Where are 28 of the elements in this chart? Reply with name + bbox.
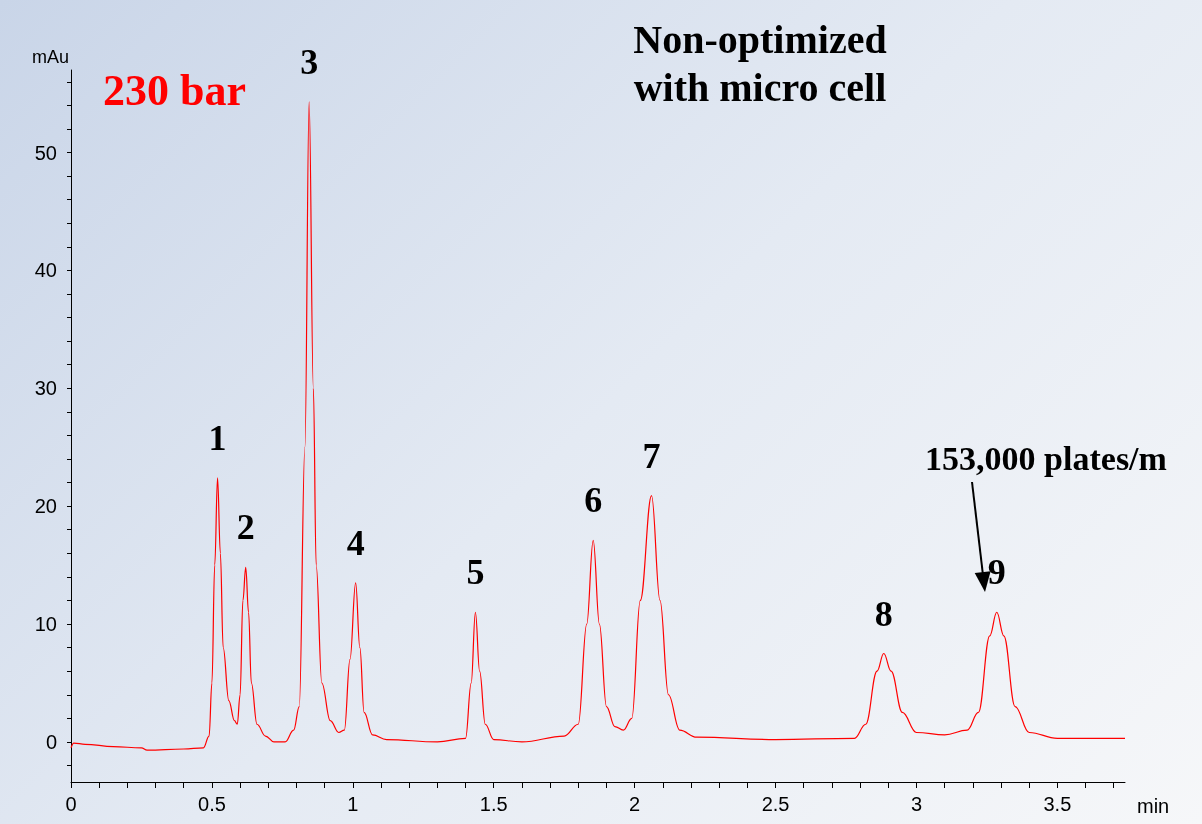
annotation: 3 [300, 41, 319, 82]
annotation: 2 [236, 507, 255, 548]
y-axis-title: mAu [31, 47, 69, 67]
annotation: 4 [346, 522, 365, 563]
chart-title: Non-optimized with micro cell [633, 16, 887, 110]
y-tick-label: 40 [34, 259, 57, 282]
annotation: 230 bar [103, 65, 246, 115]
x-tick-label: 3.5 [1043, 793, 1072, 815]
x-tick-label: 1 [347, 793, 359, 815]
x-tick-label: 2 [629, 793, 641, 815]
annotation: 1 [208, 417, 227, 458]
annotation: 9 [987, 552, 1006, 593]
y-tick-label: 10 [34, 613, 57, 636]
x-tick-label: 0 [65, 793, 77, 815]
annotation: 153,000 plates/m [925, 439, 1167, 477]
annotation: 5 [466, 552, 485, 593]
x-tick-label: 2.5 [761, 793, 790, 815]
x-tick-label: 3 [910, 793, 923, 815]
y-tick-label: 30 [34, 377, 57, 400]
annotation: 8 [874, 593, 893, 634]
y-tick-label: 50 [34, 141, 57, 164]
x-tick-label: 0.5 [198, 793, 226, 815]
x-axis-title: min [1137, 795, 1170, 817]
y-tick-label: 20 [34, 495, 57, 518]
annotation: 6 [584, 480, 603, 521]
x-tick-label: 1.5 [479, 793, 508, 815]
y-tick-label: 0 [45, 730, 57, 753]
annotation: 7 [642, 435, 661, 476]
